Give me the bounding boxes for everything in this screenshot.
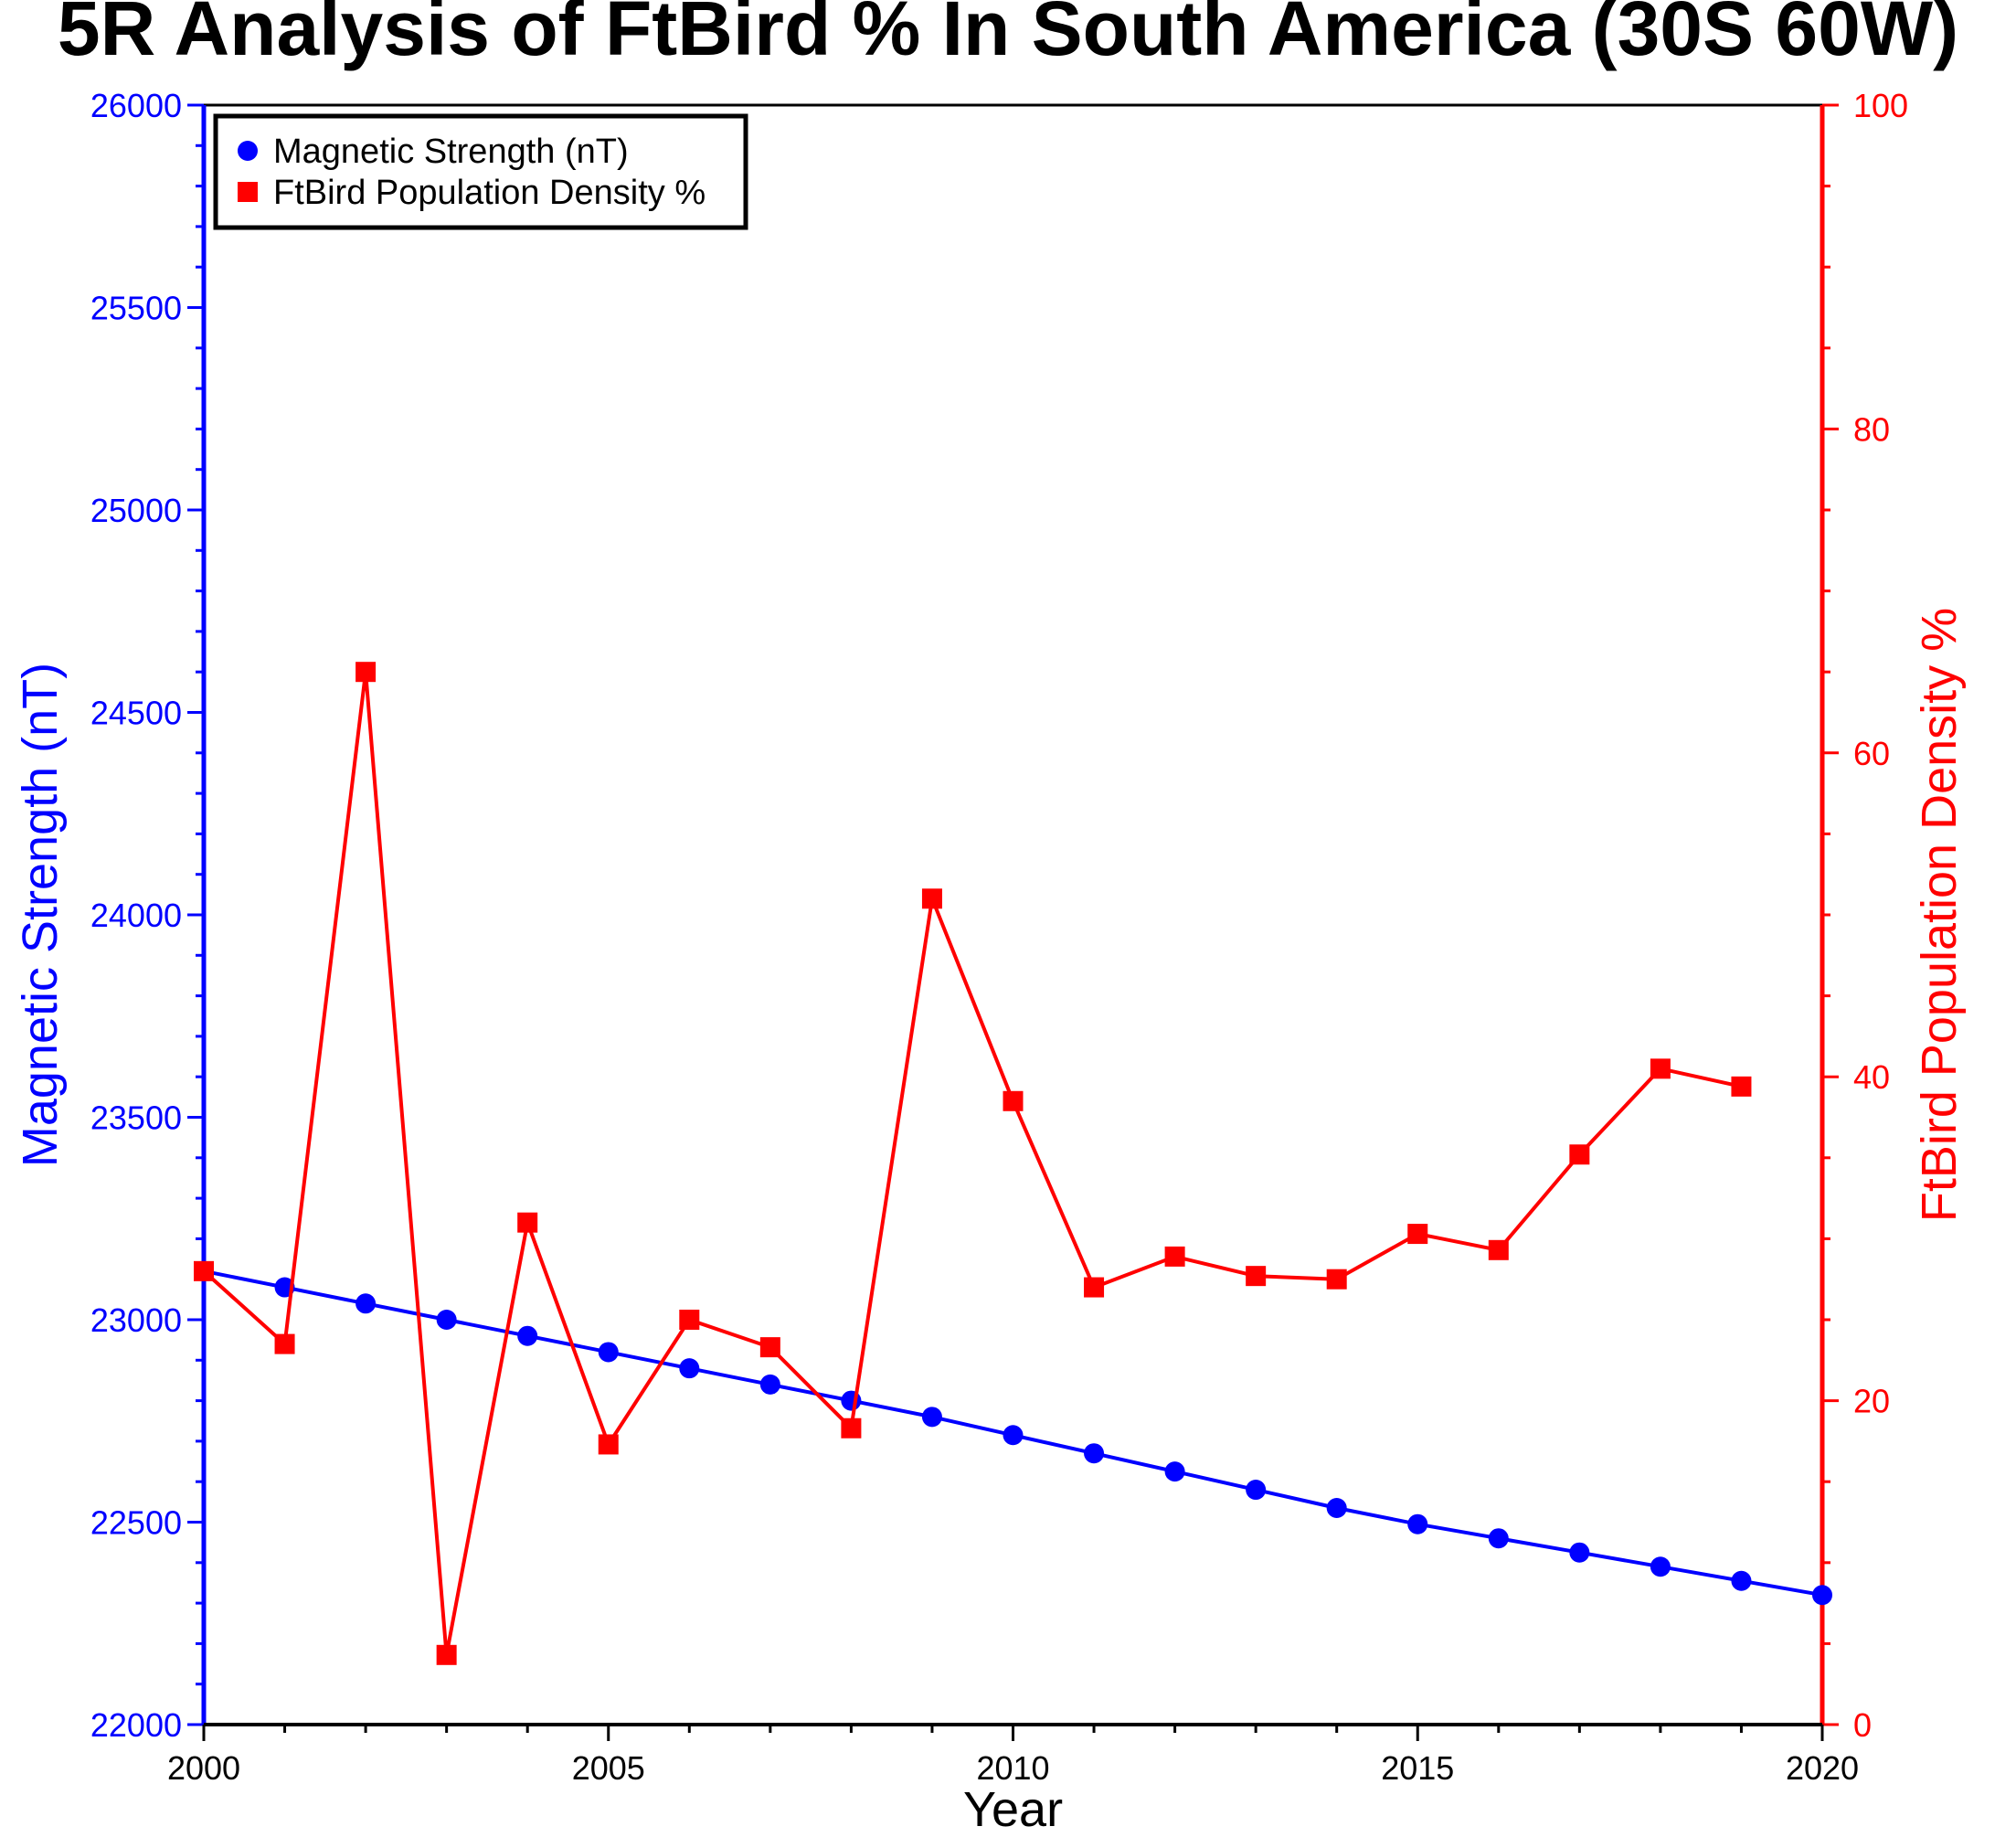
right-tick-label: 60 [1853, 735, 1890, 772]
magnetic-strength-point [1569, 1542, 1590, 1563]
x-tick-label: 2015 [1381, 1749, 1454, 1787]
magnetic-strength-point [1407, 1513, 1428, 1534]
legend-entry-ftbird-density: FtBird Population Density % [273, 174, 706, 212]
x-axis: 2000 2005 2010 2015 2020 [167, 1723, 1859, 1787]
magnetic-strength-point [436, 1310, 457, 1330]
ftbird-density-point [1569, 1144, 1590, 1165]
x-tick-label: 2005 [572, 1749, 645, 1787]
ftbird-density-point [921, 888, 942, 909]
left-tick-label: 23500 [90, 1099, 182, 1137]
ftbird-density-point [274, 1333, 295, 1354]
right-y-axis: 0 20 40 60 80 100 [1820, 87, 1908, 1744]
left-tick-label: 25000 [90, 492, 182, 529]
x-tick-label: 2010 [976, 1749, 1049, 1787]
ftbird-density-point [1164, 1246, 1185, 1267]
magnetic-strength-point [1003, 1425, 1024, 1446]
left-tick-label: 22500 [90, 1504, 182, 1542]
ftbird-density-point [1488, 1239, 1509, 1260]
ftbird-density-point [1731, 1076, 1752, 1097]
legend-square-marker [238, 182, 258, 202]
ftbird-density-point [1326, 1269, 1347, 1290]
ftbird-density-point [759, 1337, 780, 1358]
ftbird-density-point [517, 1212, 538, 1233]
ftbird-density-point [1650, 1058, 1671, 1079]
magnetic-strength-point [1326, 1497, 1347, 1518]
legend-circle-marker [238, 141, 258, 161]
legend: Magnetic Strength (nT) FtBird Population… [213, 113, 748, 230]
magnetic-strength-point [1246, 1480, 1267, 1501]
ftbird-density-point [598, 1434, 619, 1455]
ftbird-density-point [1003, 1090, 1024, 1111]
legend-box [213, 113, 748, 230]
ftbird-density-point [355, 662, 377, 683]
ftbird-density-point [1084, 1277, 1105, 1298]
magnetic-strength-point [1084, 1443, 1105, 1464]
ftbird-density-point [841, 1418, 862, 1439]
right-tick-label: 0 [1853, 1706, 1872, 1744]
left-y-axis-label: Magnetic Strength (nT) [13, 663, 68, 1167]
magnetic-strength-point [517, 1325, 538, 1346]
legend-entry-magnetic-strength: Magnetic Strength (nT) [273, 133, 629, 171]
magnetic-strength-point [1164, 1461, 1185, 1482]
series-layer [194, 662, 1832, 1665]
chart-title: 5R Analysis of FtBird % In South America… [58, 0, 1958, 71]
left-tick-label: 22000 [90, 1706, 182, 1744]
ftbird-density-point [679, 1310, 700, 1330]
left-tick-label: 24000 [90, 897, 182, 934]
magnetic-strength-point [759, 1374, 780, 1395]
x-tick-label: 2020 [1786, 1749, 1859, 1787]
right-tick-label: 20 [1853, 1383, 1890, 1420]
left-tick-label: 25500 [90, 290, 182, 327]
ftbird-density-point [1407, 1224, 1428, 1245]
magnetic-strength-point [598, 1342, 619, 1363]
ftbird-density-point [194, 1260, 214, 1281]
left-tick-label: 24500 [90, 695, 182, 732]
right-y-axis-label: FtBird Population Density % [1912, 608, 1967, 1222]
magnetic-strength-point [1488, 1528, 1509, 1549]
magnetic-strength-point [355, 1293, 377, 1314]
x-tick-label: 2000 [167, 1749, 240, 1787]
magnetic-strength-point [679, 1358, 700, 1379]
series-line-ftbird-density [202, 670, 1742, 1657]
magnetic-strength-point [921, 1407, 942, 1428]
right-tick-label: 40 [1853, 1058, 1890, 1096]
ftbird-density-point [1246, 1266, 1267, 1287]
magnetic-strength-point [1731, 1570, 1752, 1591]
left-tick-label: 23000 [90, 1301, 182, 1339]
right-tick-label: 80 [1853, 410, 1890, 448]
magnetic-strength-point [1812, 1585, 1832, 1606]
left-y-axis: 22000 22500 23000 23500 24000 24500 25000 25500… [90, 87, 207, 1744]
left-tick-label: 26000 [90, 87, 182, 124]
ftbird-density-point [436, 1644, 457, 1665]
right-tick-label: 100 [1853, 87, 1908, 124]
magnetic-strength-point [1650, 1556, 1671, 1577]
x-axis-label: Year [963, 1782, 1063, 1837]
